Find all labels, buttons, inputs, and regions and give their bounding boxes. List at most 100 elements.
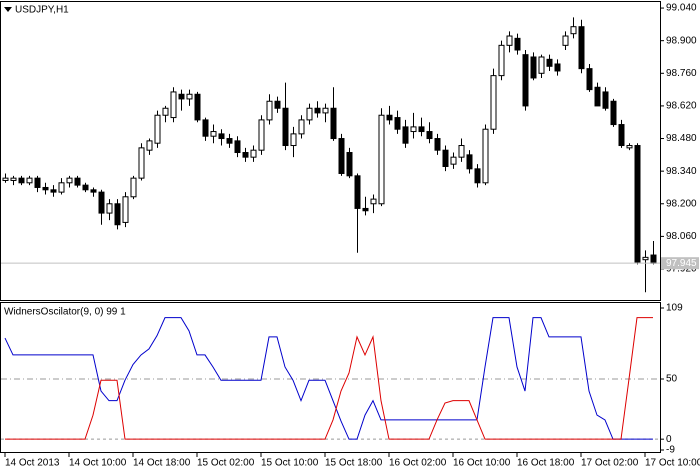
candle-body (394, 117, 401, 130)
candle-body (258, 119, 265, 151)
symbol-menu-arrow[interactable] (4, 7, 12, 12)
candle-body (618, 124, 625, 147)
candle-body (162, 107, 169, 116)
candle-body (546, 58, 553, 67)
candle-body (266, 100, 273, 121)
candle-body (562, 35, 569, 46)
candle-body (626, 145, 633, 149)
candle-body (10, 177, 17, 181)
candle-body (354, 175, 361, 209)
candle-body (314, 107, 321, 114)
candle-body (578, 26, 585, 70)
candle-body (474, 168, 481, 184)
candle-body (226, 138, 233, 144)
y-tick-label: -9 (666, 445, 675, 456)
indicator-line (4, 317, 653, 440)
candle-body (98, 191, 105, 214)
x-tick-label: 17 Oct 02:00 (581, 458, 639, 469)
candle-body (370, 198, 377, 205)
x-tick-label: 14 Oct 2013 (5, 458, 60, 469)
x-tick-label: 14 Oct 10:00 (69, 458, 127, 469)
candle-body (442, 149, 449, 167)
candle-body (514, 37, 521, 51)
candle-body (106, 203, 113, 214)
candle-body (34, 177, 41, 188)
candle-body (42, 186, 49, 191)
candle-body (274, 100, 281, 109)
y-tick-label: 98.760 (666, 68, 697, 79)
candle-body (610, 100, 617, 126)
candle-body (410, 126, 417, 133)
candle-body (66, 177, 73, 184)
y-tick-label: 98.480 (666, 133, 697, 144)
candle-body (298, 119, 305, 135)
candle-body (634, 145, 641, 263)
candle-body (306, 107, 313, 121)
x-tick-label: 16 Oct 02:00 (389, 458, 447, 469)
last-price-box (661, 257, 699, 270)
candle-body (26, 177, 33, 184)
candle-body (18, 177, 25, 184)
indicator-panel (0, 302, 661, 453)
candle-body (522, 54, 529, 107)
candle-body (386, 114, 393, 121)
candle-body (2, 177, 9, 181)
y-tick-label: 50 (666, 374, 678, 385)
candle-body (530, 56, 537, 79)
candle-body (242, 152, 249, 158)
candle-body (650, 254, 657, 264)
candle-body (290, 133, 297, 147)
x-tick-label: 16 Oct 10:00 (453, 458, 511, 469)
candle-body (210, 131, 217, 137)
x-tick-label: 14 Oct 18:00 (133, 458, 191, 469)
candle-body (378, 114, 385, 205)
indicator-line (5, 317, 653, 440)
candle-body (642, 256, 649, 261)
candle-body (602, 91, 609, 109)
candle-body (250, 149, 257, 158)
x-tick-label: 17 Oct 10:00 (645, 458, 700, 469)
price-panel (0, 1, 661, 301)
candle-body (322, 107, 329, 114)
x-tick-label: 16 Oct 18:00 (517, 458, 575, 469)
y-tick-label: 109 (666, 303, 683, 314)
x-tick-label: 15 Oct 02:00 (197, 458, 255, 469)
candle-body (586, 68, 593, 91)
candle-body (362, 207, 369, 212)
candle-body (482, 128, 489, 184)
candle-body (58, 182, 65, 193)
candle-body (282, 107, 289, 147)
candle-body (154, 114, 161, 144)
candle-body (130, 177, 137, 198)
candle-body (170, 91, 177, 119)
x-tick-label: 15 Oct 18:00 (325, 458, 383, 469)
candle-body (466, 154, 473, 170)
candle-body (114, 203, 121, 226)
indicator-title: WidnersOscilator(9, 0) 99 1 (4, 307, 126, 318)
y-tick-label: 99.040 (666, 3, 697, 14)
candle-body (554, 63, 561, 72)
candle-body (122, 196, 129, 223)
candle-body (402, 126, 409, 144)
x-tick-label: 15 Oct 10:00 (261, 458, 319, 469)
candle-body (186, 93, 193, 100)
candle-body (194, 93, 201, 121)
y-tick-label: 98.200 (666, 198, 697, 209)
candle-body (450, 156, 457, 165)
candle-body (570, 26, 577, 35)
candle-body (506, 35, 513, 46)
candle-body (490, 75, 497, 130)
y-tick-label: 98.340 (666, 166, 697, 177)
y-tick-label: 98.900 (666, 35, 697, 46)
y-tick-label: 0 (666, 434, 672, 445)
candle-body (146, 140, 153, 151)
candle-body (426, 131, 433, 140)
last-price-label: 97.945 (666, 258, 697, 269)
candle-body (346, 152, 353, 177)
y-tick-label: 98.060 (666, 231, 697, 242)
candle-body (498, 44, 505, 77)
candle-body (74, 177, 81, 186)
candle-body (138, 147, 145, 179)
candle-body (458, 145, 465, 158)
